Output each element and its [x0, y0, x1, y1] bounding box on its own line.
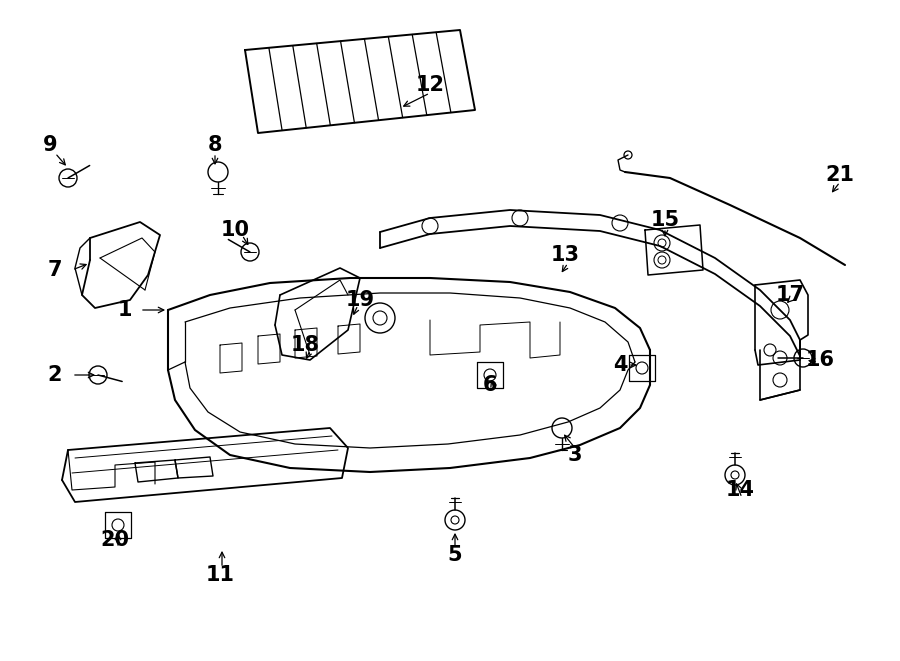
Text: 1: 1: [118, 300, 132, 320]
Text: 17: 17: [776, 285, 805, 305]
Text: 10: 10: [220, 220, 249, 240]
Text: 12: 12: [416, 75, 445, 95]
Text: 21: 21: [825, 165, 854, 185]
Text: 11: 11: [205, 565, 235, 585]
Text: 19: 19: [346, 290, 374, 310]
Text: 15: 15: [651, 210, 680, 230]
Text: 3: 3: [568, 445, 582, 465]
Text: 7: 7: [48, 260, 62, 280]
Text: 20: 20: [101, 530, 130, 550]
Text: 14: 14: [725, 480, 754, 500]
Text: 4: 4: [613, 355, 627, 375]
Text: 2: 2: [48, 365, 62, 385]
Text: 6: 6: [482, 375, 497, 395]
Text: 9: 9: [42, 135, 58, 155]
Text: 5: 5: [447, 545, 463, 565]
Text: 13: 13: [551, 245, 580, 265]
Text: 18: 18: [291, 335, 319, 355]
Text: 8: 8: [208, 135, 222, 155]
Text: 16: 16: [806, 350, 834, 370]
